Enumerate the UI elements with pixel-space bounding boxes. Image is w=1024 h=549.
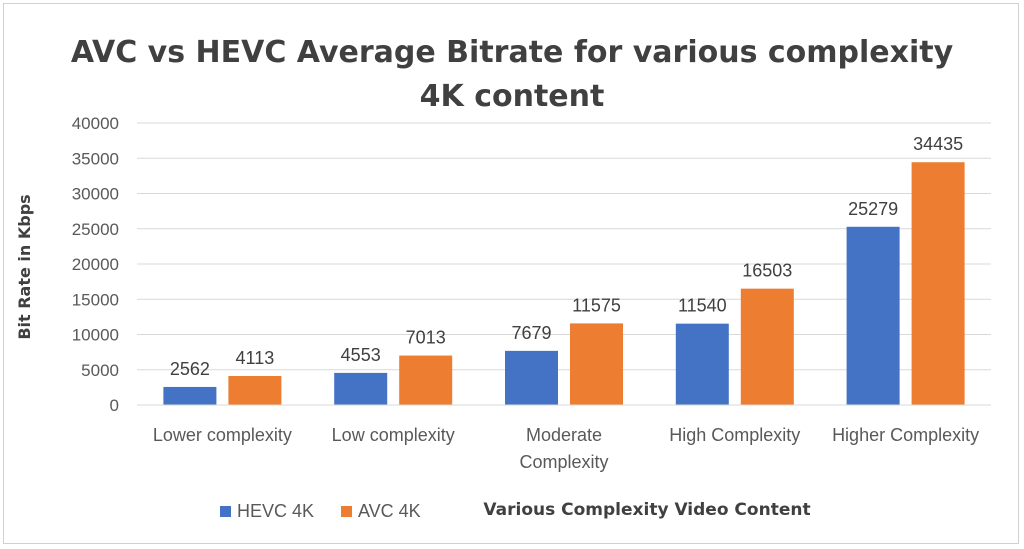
avc-bar [228, 376, 282, 405]
legend-label: HEVC 4K [237, 501, 314, 521]
x-category-label: Lower complexity [153, 425, 292, 445]
hevc-bar [334, 372, 388, 405]
y-tick-label: 5000 [81, 361, 119, 380]
x-axis-title: Various Complexity Video Content [483, 500, 810, 520]
hevc-bar [163, 386, 217, 405]
chart-frame: AVC vs HEVC Average Bitrate for various … [3, 3, 1019, 544]
legend-label: AVC 4K [358, 501, 421, 521]
x-category-label: Moderate [526, 425, 602, 445]
y-tick-label: 40000 [72, 114, 119, 133]
y-tick-label: 25000 [72, 220, 119, 239]
data-label: 4113 [236, 348, 275, 368]
x-category-label: Low complexity [332, 425, 455, 445]
x-category-label: High Complexity [669, 425, 800, 445]
avc-bar [399, 355, 453, 405]
x-category-label: Complexity [519, 452, 608, 472]
y-tick-label: 35000 [72, 149, 119, 168]
chart-title-line: 4K content [420, 79, 605, 114]
chart-title-line: AVC vs HEVC Average Bitrate for various … [71, 35, 954, 70]
y-tick-label: 10000 [72, 326, 119, 345]
legend-swatch [220, 506, 231, 517]
hevc-bar [675, 323, 729, 405]
data-label: 11575 [572, 295, 621, 315]
data-label: 2562 [170, 359, 210, 379]
data-label: 7679 [511, 323, 551, 343]
data-label: 4553 [341, 345, 381, 365]
legend-swatch [341, 506, 352, 517]
avc-bar [911, 162, 965, 405]
y-tick-label: 20000 [72, 255, 119, 274]
hevc-bar [846, 226, 900, 405]
y-tick-label: 30000 [72, 185, 119, 204]
data-label: 7013 [406, 328, 446, 348]
avc-bar [740, 288, 794, 405]
data-label: 16503 [742, 261, 792, 281]
data-label: 25279 [848, 199, 898, 219]
bitrate-chart: AVC vs HEVC Average Bitrate for various … [15, 35, 991, 521]
data-label: 11540 [678, 296, 727, 316]
y-tick-label: 15000 [72, 290, 119, 309]
y-tick-label: 0 [110, 396, 119, 415]
avc-bar [570, 323, 623, 405]
x-category-label: Higher Complexity [832, 425, 979, 445]
hevc-bar [505, 350, 558, 405]
data-label: 34435 [913, 134, 963, 154]
y-axis-title: Bit Rate in Kbps [15, 194, 34, 339]
